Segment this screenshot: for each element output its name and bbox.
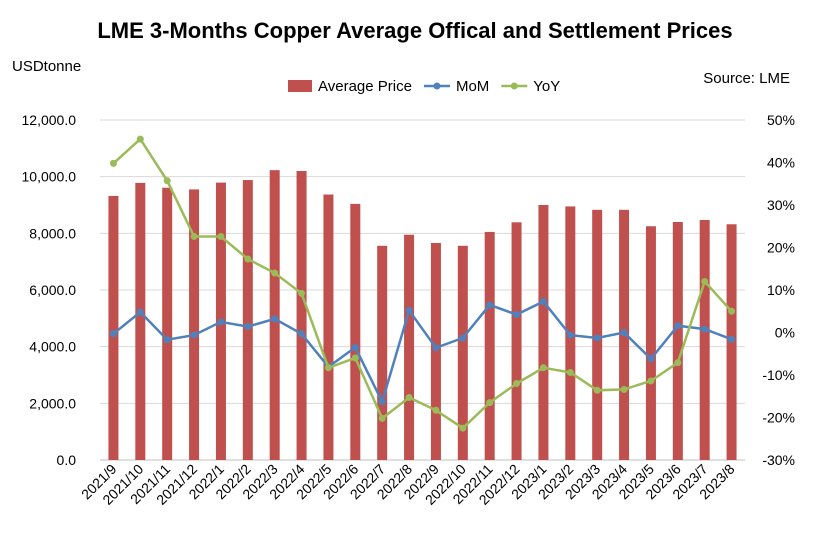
series-point-mom <box>109 330 117 338</box>
bar <box>135 182 146 460</box>
series-point-yoy <box>136 135 144 143</box>
y2-tick-label: -10% <box>762 367 795 383</box>
series-point-yoy <box>271 269 279 277</box>
bar <box>350 203 361 460</box>
series-point-mom <box>190 331 198 339</box>
bar <box>189 189 200 460</box>
bar <box>484 231 495 460</box>
y2-tick-label: -30% <box>762 452 795 468</box>
legend-label: YoY <box>533 78 560 95</box>
bar <box>672 222 683 460</box>
series-point-mom <box>566 331 574 339</box>
legend-label: Average Price <box>318 78 412 95</box>
legend-label: MoM <box>456 78 489 95</box>
y-tick-label: 6,000.0 <box>29 282 76 298</box>
series-point-mom <box>351 343 359 351</box>
series-point-mom <box>701 325 709 333</box>
bar <box>511 222 522 460</box>
series-point-mom <box>728 335 736 343</box>
series-point-mom <box>539 297 547 305</box>
y-tick-label: 0.0 <box>57 452 77 468</box>
y2-tick-label: 10% <box>767 282 795 298</box>
series-point-mom <box>486 301 494 309</box>
bar <box>404 234 415 460</box>
bar <box>108 195 119 460</box>
series-point-yoy <box>405 394 413 402</box>
series-point-yoy <box>486 399 494 407</box>
series-point-mom <box>271 315 279 323</box>
series-point-yoy <box>378 414 386 422</box>
series-point-mom <box>459 334 467 342</box>
bar <box>323 194 334 460</box>
series-point-yoy <box>566 368 574 376</box>
bar <box>457 245 468 460</box>
series-point-mom <box>136 308 144 316</box>
series-point-mom <box>378 398 386 406</box>
series-point-mom <box>620 329 628 336</box>
bar <box>162 187 173 460</box>
series-point-yoy <box>674 359 682 367</box>
series-point-mom <box>405 306 413 314</box>
y-tick-label: 2,000.0 <box>29 395 76 411</box>
bar <box>430 242 441 460</box>
y2-tick-label: 0% <box>775 325 795 341</box>
series-point-yoy <box>459 424 467 432</box>
bar <box>699 220 710 460</box>
bar <box>377 245 388 460</box>
series-point-yoy <box>432 406 440 414</box>
y-tick-label: 10,000.0 <box>22 169 77 185</box>
series-point-mom <box>244 323 252 331</box>
series-point-yoy <box>647 377 655 385</box>
source-note: Source: LME <box>703 70 790 87</box>
series-point-yoy <box>190 232 198 240</box>
series-point-yoy <box>620 385 628 393</box>
bar <box>296 171 307 460</box>
series-point-yoy <box>163 177 171 185</box>
series-point-yoy <box>109 159 117 167</box>
legend-marker <box>510 82 518 90</box>
series-point-yoy <box>539 364 547 372</box>
series-line-mom <box>112 299 733 406</box>
series-point-mom <box>163 336 171 344</box>
series-point-mom <box>217 318 225 326</box>
chart-title: LME 3-Months Copper Average Offical and … <box>97 18 733 43</box>
series-point-yoy <box>701 278 709 285</box>
y-tick-label: 8,000.0 <box>29 225 76 241</box>
legend-marker <box>433 82 441 90</box>
series-point-yoy <box>324 364 332 372</box>
series-point-yoy <box>244 255 252 263</box>
series-line-yoy <box>112 137 733 430</box>
y-axis-label: USDtonne <box>12 58 82 75</box>
series-point-mom <box>432 344 440 352</box>
bar <box>538 205 549 460</box>
bar <box>242 180 253 461</box>
bar <box>269 170 280 460</box>
series-point-mom <box>647 355 655 363</box>
series-point-yoy <box>298 289 306 297</box>
series-point-yoy <box>351 354 359 362</box>
y-tick-label: 4,000.0 <box>29 339 76 355</box>
bar <box>645 226 656 460</box>
y2-tick-label: -20% <box>762 410 795 426</box>
series-point-mom <box>513 311 521 319</box>
y-tick-label: 12,000.0 <box>22 112 77 128</box>
series-point-yoy <box>593 386 601 394</box>
series-point-yoy <box>217 232 225 240</box>
series-point-yoy <box>513 380 521 387</box>
y2-tick-label: 40% <box>767 155 795 171</box>
series-point-yoy <box>728 307 736 315</box>
series-point-mom <box>298 330 306 338</box>
y2-tick-label: 20% <box>767 240 795 256</box>
series-point-mom <box>674 322 682 330</box>
series-point-mom <box>593 334 601 342</box>
y2-tick-label: 50% <box>767 112 795 128</box>
legend-swatch <box>288 80 312 92</box>
y2-tick-label: 30% <box>767 197 795 213</box>
